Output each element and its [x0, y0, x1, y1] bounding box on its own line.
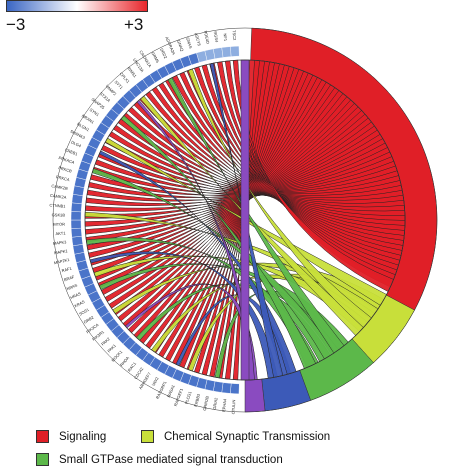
gene-label: BRAF [63, 274, 75, 282]
gene-label: NRXN1 [81, 113, 96, 125]
legend-label-signaling: Signaling [59, 430, 107, 443]
gene-label: SYN1 [89, 107, 101, 118]
gene-label: CAMK2B [51, 183, 68, 191]
gene-label: RGS4 [213, 31, 220, 43]
gene-label: GNAQ [176, 39, 185, 52]
gene-label: VAV2 [151, 375, 160, 387]
gene-label: PRKCB [58, 165, 73, 174]
gene-label: GNAS [185, 37, 193, 50]
legend-label-gtpase: Small GTPase mediated signal transductio… [59, 453, 283, 466]
legend-swatch-synaptic [141, 430, 154, 443]
gene-label: MAP2K1 [53, 257, 70, 266]
gene-label: RAC1 [127, 360, 138, 372]
gene-label: PRKCA [56, 174, 71, 182]
gene-label: MTOR [53, 222, 65, 227]
legend-item-synaptic: Chemical Synaptic Transmission [141, 430, 330, 443]
gene-label: TSC2 [232, 30, 238, 41]
gene-cell [70, 211, 82, 221]
gene-label: PRKACA [58, 155, 76, 165]
term-arc-purple [244, 378, 266, 413]
gene-cell [213, 47, 224, 59]
gene-label: SOS1 [78, 307, 90, 317]
color-scale-bar [6, 0, 148, 12]
gene-label: ERBB3 [193, 393, 201, 408]
gene-label: NF1 [223, 33, 229, 42]
gene-label: RAPGEF1 [173, 387, 184, 407]
gene-label: MAPK1 [54, 248, 69, 255]
gene-cell [70, 219, 82, 229]
central-band [240, 59, 250, 381]
gene-label: PAK2 [100, 336, 111, 347]
gene-label: KRAS [74, 299, 86, 309]
gene-cell [72, 244, 85, 255]
gene-label: MAPK3 [53, 239, 68, 246]
gene-label: GRM5 [150, 51, 160, 64]
gene-label: RIMS1 [126, 66, 138, 79]
legend-item-gtpase: Small GTPase mediated signal transductio… [36, 453, 283, 466]
gene-label: CTNNB1 [49, 203, 66, 209]
gene-label: GSK3B [52, 212, 66, 217]
gene-label: PDE4D [203, 30, 211, 44]
outer-circle-outline [52, 27, 438, 413]
gene-label: DLG4 [70, 139, 82, 148]
gene-label: RHOA [119, 355, 131, 367]
legend: Signaling Chemical Synaptic Transmission… [0, 420, 474, 474]
gene-label: PLCG1 [184, 390, 193, 405]
gene-cell [71, 202, 83, 213]
gene-label: RASA1 [166, 383, 176, 398]
inner-circle-outline [84, 59, 406, 381]
legend-label-synaptic: Chemical Synaptic Transmission [164, 430, 331, 443]
scale-max-label: +3 [124, 15, 144, 34]
gene-cell [221, 382, 232, 394]
chord-diagram: OTULINEPHA4GRIA2GRIN2BERBB3PLCG1RAPGEF1R… [49, 27, 438, 414]
gene-label: NLGN1 [76, 121, 91, 132]
gene-label: SYT1 [114, 79, 125, 90]
gene-label: RAF1 [61, 265, 73, 273]
gene-label: CREB1 [64, 147, 79, 157]
gene-cell [221, 46, 232, 58]
gene-label: GRIN2B [202, 395, 210, 411]
gene-label: EPHA4 [221, 398, 227, 412]
gene-label: PAK1 [106, 342, 117, 353]
gene-label: AKT1 [55, 230, 66, 236]
gene-cell [230, 45, 240, 57]
legend-swatch-signaling [36, 430, 49, 443]
gene-label: CAMK2A [50, 193, 67, 200]
gene-label: DRD2 [159, 47, 169, 60]
scale-min-label: −3 [6, 15, 26, 34]
legend-item-signaling: Signaling [36, 430, 106, 443]
gene-label: OTULIN [230, 399, 236, 414]
gene-cell [230, 383, 240, 395]
gene-label: GRB2 [83, 314, 96, 325]
gene-label: ADCY5 [194, 32, 202, 47]
gene-cell [71, 236, 84, 246]
gene-label: NRAS [66, 283, 78, 292]
gene-label: HRAS [69, 291, 81, 300]
legend-swatch-gtpase [36, 453, 49, 466]
gene-cell [71, 227, 83, 238]
gene-label: GRIA2 [212, 397, 219, 410]
color-scale: −3 +3 [0, 0, 160, 40]
